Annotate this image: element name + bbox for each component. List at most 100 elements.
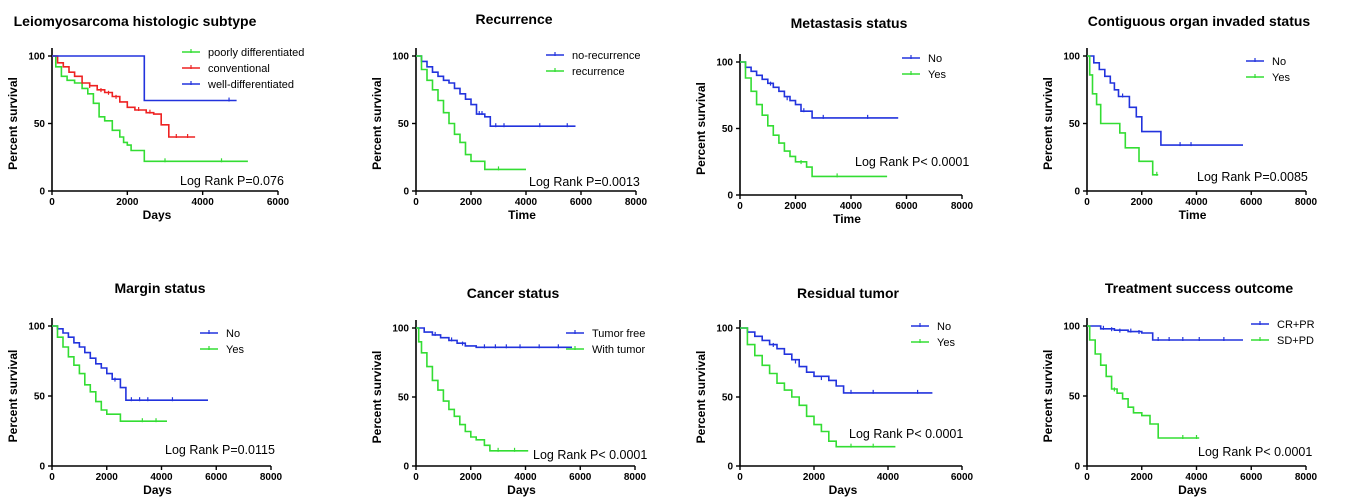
y-tick-label: 0	[39, 187, 45, 198]
x-tick-label: 6000	[205, 472, 228, 483]
log-rank-annotation: Log Rank P=0.0115	[165, 443, 275, 457]
legend-label: no-recurrence	[572, 50, 640, 62]
y-axis-label: Percent survival	[1041, 77, 1055, 170]
x-tick-label: 6000	[570, 197, 593, 208]
y-tick-label: 100	[28, 52, 45, 63]
legend-label: poorly differentiated	[208, 47, 304, 59]
x-tick-label: 6000	[267, 197, 290, 208]
survival-curve-3	[52, 55, 237, 102]
x-tick-label: 4000	[840, 201, 863, 212]
y-tick-label: 0	[727, 462, 733, 473]
x-tick-label: 0	[413, 197, 419, 208]
legend-label: No	[937, 321, 951, 333]
legend-label: No	[226, 328, 240, 340]
x-tick-label: 8000	[1295, 197, 1318, 208]
log-rank-annotation: Log Rank P=0.0013	[529, 175, 640, 189]
x-tick-label: 2000	[96, 472, 119, 483]
chart-title: Treatment success outcome	[1105, 280, 1294, 296]
log-rank-annotation: Log Rank P=0.0085	[1197, 170, 1308, 184]
x-axis-label: Days	[507, 483, 536, 497]
log-rank-annotation: Log Rank P=0.076	[180, 174, 284, 188]
km-panel-5: Margin status 0 50 100 0 2000 4000 6000 8000 Days…	[6, 280, 283, 497]
y-tick-label: 100	[716, 324, 733, 335]
chart-title: Contiguous organ invaded status	[1088, 13, 1311, 29]
x-tick-label: 8000	[625, 197, 648, 208]
y-tick-label: 0	[727, 191, 733, 202]
y-tick-label: 100	[28, 322, 45, 333]
survival-curve-1	[416, 327, 572, 349]
x-tick-label: 4000	[150, 472, 173, 483]
x-tick-label: 4000	[1185, 472, 1208, 483]
y-tick-label: 50	[1069, 392, 1081, 403]
y-tick-label: 100	[1063, 322, 1080, 333]
x-tick-label: 0	[413, 472, 419, 483]
survival-curve-1	[416, 55, 576, 127]
legend-label: No	[928, 53, 942, 65]
km-panel-6: Cancer status 0 50 100 0 2000 4000 6000 8000 Days…	[370, 285, 647, 497]
x-tick-label: 0	[737, 472, 743, 483]
log-rank-annotation: Log Rank P< 0.0001	[855, 155, 969, 169]
x-tick-label: 4000	[514, 472, 537, 483]
chart-title: Metastasis status	[791, 15, 908, 31]
x-tick-label: 8000	[1295, 472, 1318, 483]
chart-title: Leiomyosarcoma histologic subtype	[14, 13, 257, 29]
legend-label: No	[1272, 56, 1286, 68]
legend-label: With tumor	[592, 344, 646, 356]
x-tick-label: 6000	[895, 201, 918, 212]
survival-curve-1	[52, 55, 248, 163]
km-panel-8: Treatment success outcome 0 50 100 0 2000 4000…	[1041, 280, 1318, 497]
x-tick-label: 6000	[1240, 472, 1263, 483]
x-axis-label: Time	[508, 208, 536, 222]
survival-curve-2	[1087, 325, 1200, 439]
x-tick-label: 0	[49, 197, 55, 208]
x-tick-label: 4000	[877, 472, 900, 483]
x-tick-label: 2000	[1131, 472, 1154, 483]
chart-title: Residual tumor	[797, 285, 899, 301]
y-tick-label: 50	[398, 393, 410, 404]
y-axis-label: Percent survival	[370, 351, 384, 444]
survival-curve-2	[416, 327, 529, 452]
y-tick-label: 50	[34, 392, 46, 403]
legend-label: Yes	[226, 344, 244, 356]
y-axis-label: Percent survival	[694, 351, 708, 444]
x-axis-label: Days	[1178, 483, 1207, 497]
survival-curve-2	[1087, 55, 1159, 176]
x-tick-label: 0	[737, 201, 743, 212]
x-tick-label: 2000	[460, 197, 483, 208]
legend-label: Yes	[937, 337, 955, 349]
km-panel-4: Contiguous organ invaded status 0 50 100 0 20…	[1041, 13, 1318, 222]
survival-curve-2	[416, 55, 526, 171]
legend-label: Tumor free	[592, 328, 645, 340]
y-tick-label: 50	[722, 124, 734, 135]
survival-curve-1	[1087, 55, 1243, 146]
survival-curve-1	[740, 61, 899, 119]
x-axis-label: Days	[829, 483, 858, 497]
x-tick-label: 8000	[624, 472, 647, 483]
y-axis-label: Percent survival	[370, 77, 384, 170]
legend-label: conventional	[208, 63, 270, 75]
x-tick-label: 6000	[951, 472, 974, 483]
y-axis-label: Percent survival	[6, 77, 20, 170]
chart-title: Cancer status	[467, 285, 560, 301]
chart-title: Margin status	[114, 280, 205, 296]
legend-label: Yes	[1272, 72, 1290, 84]
y-tick-label: 0	[403, 462, 409, 473]
x-tick-label: 0	[49, 472, 55, 483]
y-tick-label: 50	[722, 393, 734, 404]
legend-label: Yes	[928, 69, 946, 81]
legend-label: well-differentiated	[207, 79, 294, 91]
y-tick-label: 0	[1074, 462, 1080, 473]
y-tick-label: 0	[39, 462, 45, 473]
y-tick-label: 0	[403, 187, 409, 198]
x-axis-label: Days	[143, 208, 172, 222]
chart-title: Recurrence	[475, 11, 552, 27]
x-tick-label: 2000	[784, 201, 807, 212]
survival-curve-1	[1087, 325, 1243, 341]
x-tick-label: 6000	[569, 472, 592, 483]
x-tick-label: 8000	[951, 201, 974, 212]
x-axis-label: Time	[1179, 208, 1207, 222]
y-axis-label: Percent survival	[6, 350, 20, 443]
x-tick-label: 0	[1084, 197, 1090, 208]
x-tick-label: 2000	[1131, 197, 1154, 208]
